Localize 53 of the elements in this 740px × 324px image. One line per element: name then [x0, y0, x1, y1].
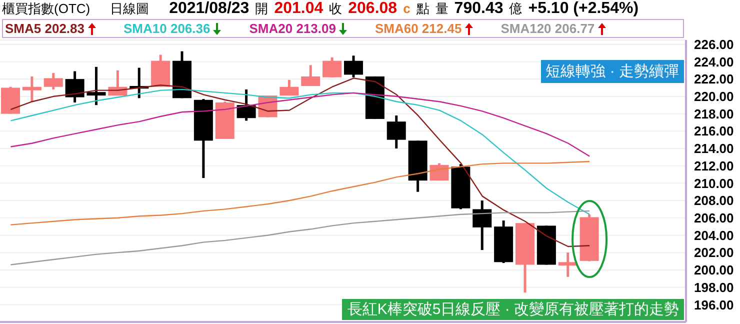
line-series [10, 92, 590, 157]
y-tick-label: 214.00 [694, 141, 734, 156]
text: 開 [255, 0, 268, 18]
y-tick-label: 212.00 [694, 158, 734, 174]
candlestick [280, 78, 299, 97]
text: c [403, 1, 410, 16]
text: SMA60 212.45 [374, 21, 462, 36]
text: SMA20 213.09 [249, 21, 336, 36]
text: SMA10 206.36 [124, 21, 210, 36]
text: 點 [416, 0, 430, 18]
candlestick [558, 251, 578, 278]
y-tick-label: 220.00 [694, 89, 734, 104]
line-series [10, 88, 590, 216]
candlestick [386, 114, 406, 150]
text: 收 [329, 0, 342, 18]
text: 億 [509, 0, 522, 18]
candlestick [236, 88, 256, 122]
text: 日線圖 [110, 0, 150, 18]
candlestick [472, 199, 492, 252]
y-tick-label: 224.00 [694, 54, 734, 70]
annotation: 長紅K棒突破5日線反壓 · 改變原有被壓著打的走勢 [342, 299, 684, 320]
candlestick [65, 70, 84, 104]
candlestick [22, 75, 42, 103]
y-tick-label: 216.00 [694, 124, 734, 139]
y-tick-label: 202.00 [694, 245, 734, 260]
y-tick-label: 218.00 [694, 106, 734, 122]
text: 2021/08/23 [169, 0, 250, 18]
y-tick-label: 200.00 [694, 262, 734, 278]
line-series [10, 160, 590, 226]
candlestick [86, 66, 106, 106]
y-tick-label: 206.00 [694, 210, 734, 226]
text: SMA5 202.83 [5, 21, 84, 36]
line-series [10, 210, 590, 266]
y-tick-label: 204.00 [694, 228, 734, 243]
candlestick [344, 54, 363, 79]
y-tick-label: 226.00 [694, 36, 734, 52]
annotation: 短線轉強 · 走勢續彈 [540, 60, 684, 83]
text: 206.08 [348, 0, 398, 18]
text: SMA120 206.77 [500, 21, 595, 36]
candlestick [301, 64, 320, 88]
y-tick-label: 222.00 [694, 72, 734, 87]
text: 201.04 [274, 0, 324, 18]
text: 量 [435, 0, 448, 18]
line-series [10, 78, 590, 248]
y-tick-label: 198.00 [694, 280, 734, 295]
candlestick [44, 72, 63, 91]
text: +5.10 (+2.54%) [528, 0, 639, 18]
candlestick [322, 56, 342, 79]
text: 790.43 [454, 0, 504, 18]
y-tick-label: 208.00 [694, 193, 734, 208]
y-tick-label: 196.00 [694, 297, 734, 312]
y-tick-label: 210.00 [694, 176, 734, 191]
chart-title: 櫃買指數(OTC) [2, 0, 90, 18]
